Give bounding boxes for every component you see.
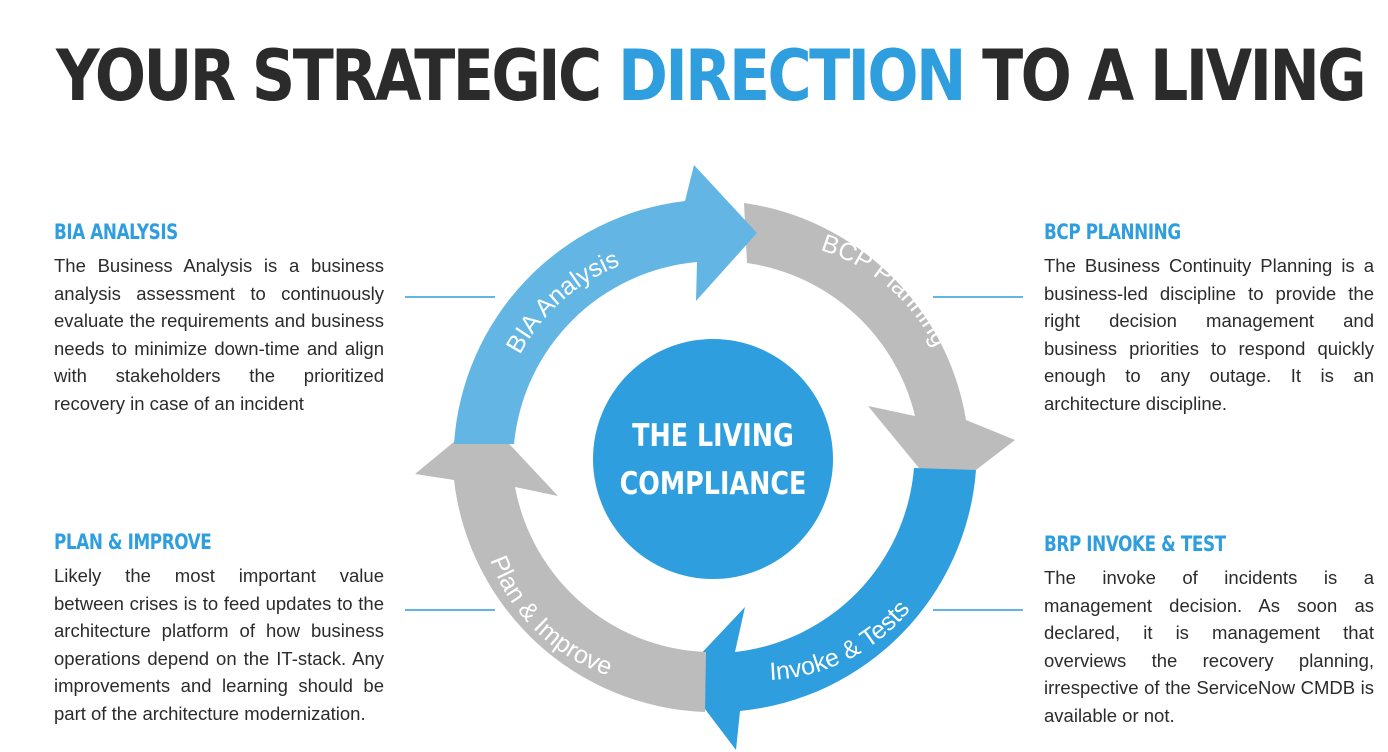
center-circle — [593, 339, 833, 579]
section-heading-brp: BRP INVOKE & TEST — [1044, 532, 1226, 556]
section-plan-improve: PLAN & IMPROVE Likely the most important… — [54, 530, 384, 727]
center-line-1: THE LIVING — [632, 418, 794, 454]
section-heading-bcp: BCP PLANNING — [1044, 220, 1181, 244]
section-body-brp: The invoke of incidents is a management … — [1044, 567, 1374, 726]
section-body-bia: The Business Analysis is a business anal… — [54, 255, 384, 414]
section-bcp-planning: BCP PLANNING The Business Continuity Pla… — [1044, 220, 1374, 417]
title-part-1: YOUR STRATEGIC — [56, 35, 618, 117]
section-body-plan: Likely the most important value between … — [54, 565, 384, 724]
section-heading-bia: BIA ANALYSIS — [54, 220, 178, 244]
arc-plan-improve — [415, 417, 706, 712]
page-title: YOUR STRATEGIC DIRECTION TO A LIVING BCP — [56, 30, 1388, 122]
arc-bia-analysis — [454, 165, 757, 444]
title-part-3: TO A LIVING — [963, 35, 1383, 117]
section-body-bcp: The Business Continuity Planning is a bu… — [1044, 255, 1374, 414]
title-part-2: DIRECTION — [617, 35, 966, 117]
section-heading-plan: PLAN & IMPROVE — [54, 530, 212, 554]
title-part-4: BCP — [1382, 35, 1388, 117]
section-bia-analysis: BIA ANALYSIS The Business Analysis is a … — [54, 220, 384, 417]
center-line-2: COMPLIANCE — [620, 466, 807, 502]
arc-bcp-planning — [744, 203, 1015, 496]
arc-invoke-tests — [680, 468, 976, 750]
section-brp-invoke-test: BRP INVOKE & TEST The invoke of incident… — [1044, 532, 1374, 729]
